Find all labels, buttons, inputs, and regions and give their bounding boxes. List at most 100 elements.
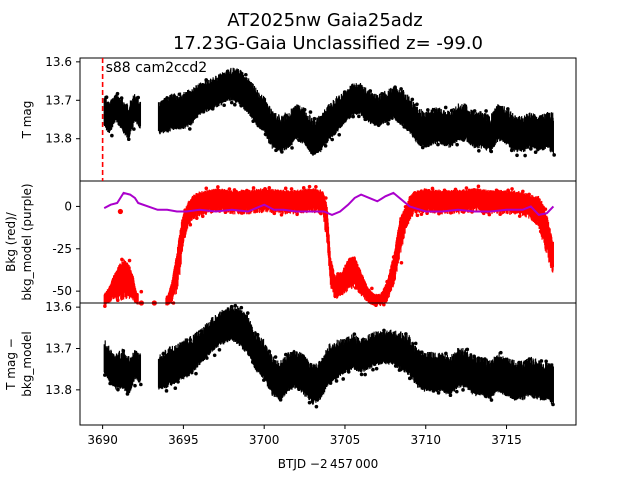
data-point: [506, 107, 510, 111]
data-point: [279, 212, 284, 217]
data-point: [368, 89, 373, 93]
chart-title-line-1: AT2025nw Gaia25adz: [227, 10, 422, 31]
data-point: [139, 382, 143, 387]
data-point: [357, 114, 361, 119]
data-point: [251, 119, 256, 124]
data-point: [532, 395, 536, 399]
data-point: [177, 92, 182, 97]
data-point: [273, 355, 278, 359]
data-point: [188, 222, 193, 227]
data-point: [437, 211, 441, 216]
data-point: [161, 100, 166, 104]
data-point: [280, 150, 284, 154]
data-point: [204, 78, 209, 82]
y-tick-label: 13.7: [45, 93, 72, 107]
data-point: [461, 388, 465, 392]
data-point: [527, 357, 532, 361]
data-point: [184, 341, 188, 345]
panel-detrended: 13.6 13.7 13.8 T mag − bkg_model: [4, 300, 577, 426]
data-point: [314, 184, 318, 189]
data-point: [127, 258, 132, 263]
data-point: [308, 110, 313, 114]
data-point: [498, 105, 503, 110]
data-point: [165, 295, 170, 299]
data-point: [301, 354, 305, 358]
data-point: [195, 216, 199, 220]
data-point: [489, 398, 494, 402]
data-point: [263, 132, 268, 137]
data-point: [363, 117, 367, 122]
data-point: [382, 302, 386, 307]
data-point: [218, 73, 223, 78]
data-point: [307, 400, 312, 405]
data-point: [494, 357, 499, 362]
data-point: [314, 404, 319, 409]
data-point: [348, 257, 352, 262]
y-tick-label: -50: [52, 284, 72, 298]
data-point: [436, 391, 441, 395]
data-point: [178, 240, 182, 244]
data-point: [330, 284, 334, 288]
data-point: [442, 188, 447, 193]
data-point: [351, 114, 355, 119]
data-point: [133, 298, 138, 303]
data-point: [267, 349, 272, 354]
series-bkg-0: [103, 184, 555, 308]
data-point: [255, 209, 259, 213]
data-point: [116, 387, 120, 392]
data-point: [544, 359, 548, 364]
panel-frame: [79, 302, 577, 426]
data-point: [413, 341, 418, 346]
data-point: [325, 353, 330, 358]
data-point: [188, 127, 192, 131]
data-point: [278, 398, 283, 402]
data-point: [341, 377, 346, 381]
data-point: [431, 389, 436, 393]
data-point: [465, 347, 470, 352]
data-point: [229, 304, 234, 309]
data-point: [365, 297, 369, 302]
chart-title-line-2: 17.23G-Gaia Unclassified z= -99.0: [173, 33, 483, 54]
data-point: [307, 184, 312, 189]
data-point: [250, 360, 255, 364]
data-point: [426, 108, 430, 112]
data-point: [489, 149, 494, 154]
data-point: [256, 123, 261, 128]
y-axis-label: T mag −: [4, 338, 18, 391]
data-point: [399, 260, 404, 265]
data-point: [453, 187, 458, 192]
y-tick-label: 0: [64, 199, 72, 213]
data-point: [493, 110, 498, 114]
data-point: [216, 185, 220, 189]
data-point: [431, 108, 436, 112]
data-point: [267, 185, 272, 190]
data-point: [108, 381, 112, 386]
x-tick-label: 3710: [410, 433, 441, 447]
data-point: [543, 207, 548, 211]
data-point: [284, 352, 288, 357]
data-point: [205, 356, 209, 360]
data-point: [204, 186, 209, 191]
y-tick-label: 13.6: [45, 300, 72, 314]
data-point: [302, 107, 307, 112]
data-point: [223, 310, 228, 314]
data-point: [353, 286, 358, 290]
data-point: [483, 357, 487, 361]
data-point: [408, 195, 413, 200]
data-point: [199, 329, 203, 333]
data-point: [510, 187, 514, 191]
data-point: [464, 186, 469, 190]
y-tick-label: 13.7: [45, 341, 72, 355]
data-point: [182, 93, 186, 98]
y-tick-label: 13.8: [45, 383, 72, 397]
x-axis-label: BTJD −2 457 000: [278, 457, 378, 471]
x-tick-label: 3700: [249, 433, 280, 447]
data-point: [494, 188, 499, 193]
data-point: [407, 376, 412, 381]
data-point: [538, 229, 543, 234]
data-point: [449, 108, 454, 113]
data-point: [472, 109, 477, 113]
data-point: [320, 361, 324, 365]
